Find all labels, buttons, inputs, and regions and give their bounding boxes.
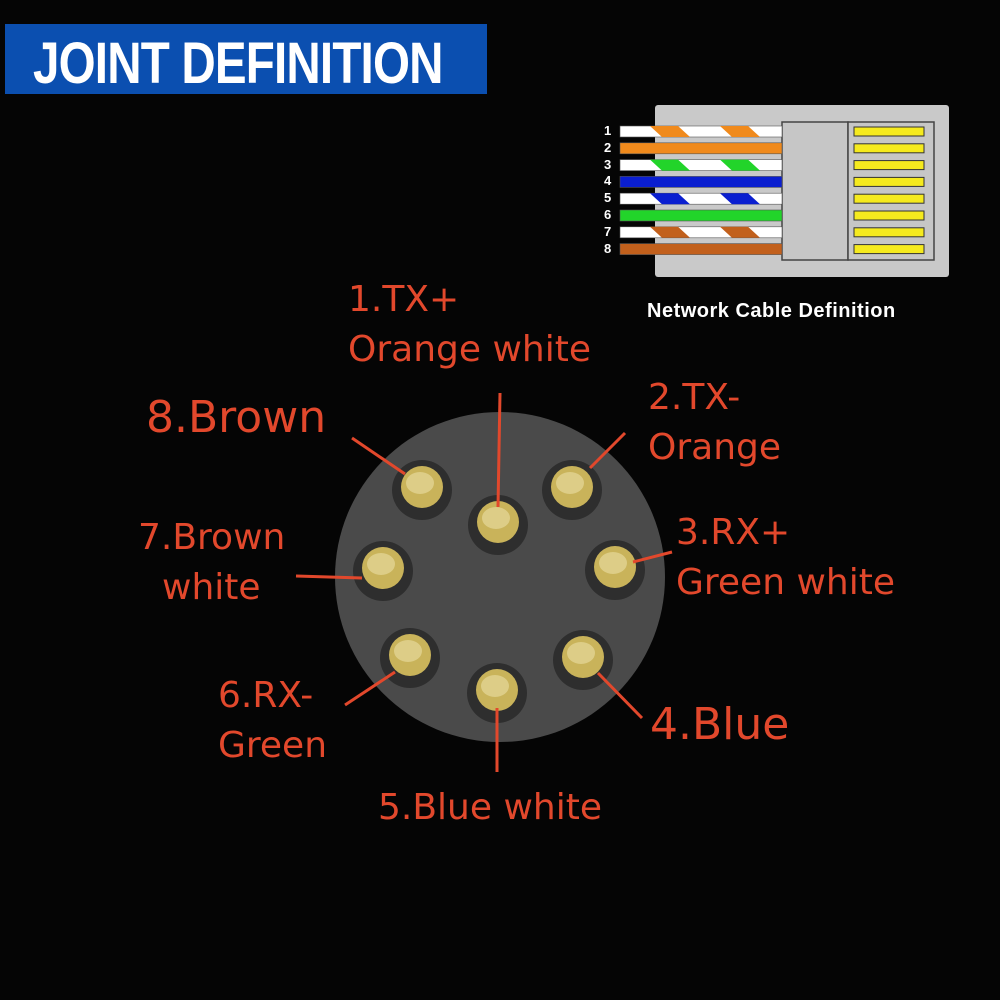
contact-5 [853, 193, 925, 204]
pin-highlight [482, 507, 510, 529]
wire-number-6: 6 [604, 207, 612, 222]
pin-3-color: Green white [676, 562, 895, 603]
wire-3 [619, 159, 783, 171]
pin-3-signal: 3.RX+ [676, 512, 791, 553]
contact-2 [853, 143, 925, 154]
title-banner: JOINT DEFINITION [5, 24, 487, 96]
contact-8 [853, 244, 925, 255]
contact-6 [853, 210, 925, 221]
pin-5-label: 5.Blue white [378, 787, 602, 828]
leader-line-8 [351, 436, 406, 476]
page-title: JOINT DEFINITION [33, 31, 443, 96]
wire-number-8: 8 [604, 240, 612, 256]
wire-number-2: 2 [604, 139, 612, 155]
plug-contact-section [847, 121, 935, 261]
wire-stripe [650, 159, 690, 171]
wire-stripe [720, 193, 760, 205]
wire-2 [619, 142, 783, 155]
contact-7 [853, 227, 925, 238]
pin-2-color: Orange [648, 427, 782, 468]
leader-line-4 [596, 671, 644, 720]
wire-7 [619, 226, 783, 239]
wire-5 [619, 192, 783, 205]
pin-highlight [567, 642, 595, 664]
m12-connector-face [295, 392, 673, 772]
leader-line-1 [496, 392, 502, 508]
pin-7-label: 7.Brown white [138, 520, 285, 606]
wire-stripe [720, 126, 760, 137]
pin-highlight [394, 640, 422, 662]
pin-7-color: white [162, 567, 261, 608]
wire-1 [619, 125, 783, 138]
wire-number-4: 4 [604, 173, 612, 189]
leader-line-6 [344, 670, 396, 707]
pin-6-signal: 6.RX- [218, 675, 314, 716]
rj45-caption: Network Cable Definition [647, 300, 896, 322]
pin-1-label: 1.TX+ Orange white [348, 282, 591, 368]
leader-line-7 [295, 574, 363, 580]
pin-2-label: 2.TX- Orange [648, 380, 781, 466]
pin-highlight [406, 472, 434, 494]
pin-2-signal: 2.TX- [648, 377, 741, 418]
contact-3 [853, 160, 925, 171]
pin-highlight [556, 472, 584, 494]
pin-6-color: Green [218, 725, 328, 766]
pin-8-label: 8.Brown [146, 392, 327, 443]
wire-4 [619, 176, 783, 188]
rj45-plug-illustration [619, 105, 949, 277]
wire-number-5: 5 [604, 190, 612, 206]
wire-8 [619, 243, 783, 255]
wire-number-3: 3 [604, 156, 612, 172]
plug-latch-section [781, 121, 849, 261]
wire-number-7: 7 [604, 223, 612, 239]
pin-4-label: 4.Blue [650, 699, 790, 750]
wire-stripe [650, 193, 690, 205]
wire-number-1: 1 [604, 123, 612, 138]
pin-highlight [599, 552, 627, 574]
pin-highlight [367, 553, 395, 575]
pin-1-color: Orange white [348, 329, 591, 370]
contact-1 [853, 126, 925, 137]
pin-3-label: 3.RX+ Green white [676, 515, 895, 601]
leader-line-2 [588, 431, 627, 470]
pin-7-signal: 7.Brown [138, 517, 286, 558]
wire-stripe [650, 226, 690, 238]
pin-1-signal: 1.TX+ [348, 279, 460, 320]
pin-highlight [481, 675, 509, 697]
wire-6 [619, 209, 783, 222]
contact-4 [853, 176, 925, 187]
wire-stripe [720, 226, 760, 238]
pin-6-label: 6.RX- Green [218, 678, 327, 764]
wire-stripe [720, 159, 760, 171]
wire-stripe [650, 126, 690, 137]
leader-line-3 [632, 550, 673, 564]
